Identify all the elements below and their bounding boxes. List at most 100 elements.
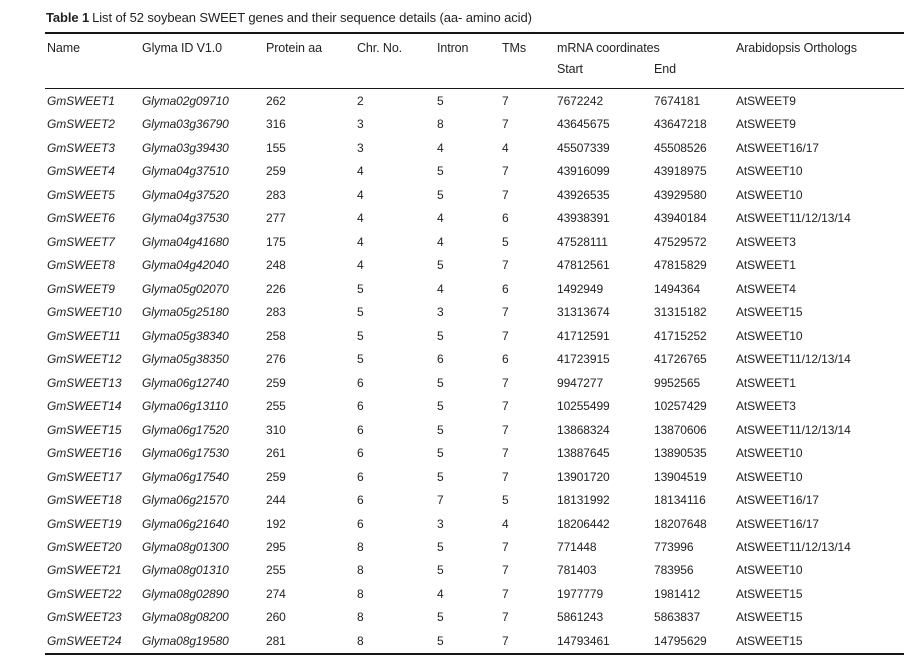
table-cell-start: 10255499 [557,399,610,414]
table-cell-protein-aa: 259 [266,469,286,484]
table-cell-start: 43645675 [557,117,610,132]
table-cell-end: 1494364 [654,281,701,296]
table-cell-tms: 6 [502,352,509,367]
table-cell-glyma-id: Glyma08g01300 [142,540,229,554]
table-cell-tms: 7 [502,563,509,578]
table-cell-chr-no: 4 [357,211,364,226]
table-cell-chr-no: 6 [357,446,364,461]
table-cell-chr-no: 6 [357,375,364,390]
table-cell-end: 7674181 [654,93,701,108]
table-cell-tms: 7 [502,422,509,437]
table-cell-end: 47815829 [654,258,707,273]
table-cell-protein-aa: 248 [266,258,286,273]
table-cell-start: 41723915 [557,352,610,367]
table-cell-protein-aa: 258 [266,328,286,343]
table-row: GmSWEET2 Glyma03g36790 316 3 8 7 43645675 43647… [45,112,904,135]
table-cell-end: 45508526 [654,140,707,155]
sweet-genes-table: Name Glyma ID V1.0 Protein aa Chr. No. I… [45,32,904,655]
table-cell-glyma-id: Glyma05g25180 [142,305,229,320]
table-cell-end: 13870606 [654,422,707,437]
table-cell-name: GmSWEET5 [47,187,115,202]
table-cell-tms: 7 [502,258,509,273]
table-cell-name: GmSWEET7 [47,234,115,249]
table-cell-orthologs: AtSWEET1 [736,375,796,390]
table-cell-orthologs: AtSWEET16/17 [736,140,819,155]
table-cell-protein-aa: 295 [266,540,286,554]
table-row: GmSWEET5 Glyma04g37520 283 4 5 7 43926535 43929… [45,183,904,206]
table-body: GmSWEET1 Glyma02g09710 262 2 5 7 7672242 767418… [45,89,904,654]
table-cell-chr-no: 6 [357,493,364,508]
table-cell-tms: 5 [502,234,509,249]
col-header-glyma-id: Glyma ID V1.0 [140,33,264,89]
table-cell-glyma-id: Glyma04g37520 [142,187,229,202]
table-cell-chr-no: 8 [357,633,364,648]
table-row: GmSWEET23 Glyma08g08200 260 8 5 7 5861243 58638… [45,606,904,629]
table-cell-end: 31315182 [654,305,707,320]
table-cell-glyma-id: Glyma05g38340 [142,328,229,343]
table-cell-glyma-id: Glyma04g41680 [142,234,229,249]
table-cell-protein-aa: 260 [266,610,286,625]
table-cell-chr-no: 6 [357,422,364,437]
table-row: GmSWEET4 Glyma04g37510 259 4 5 7 43916099 43918… [45,159,904,182]
table-cell-chr-no: 2 [357,93,364,108]
table-cell-name: GmSWEET9 [47,281,115,296]
table-cell-tms: 7 [502,446,509,461]
table-cell-intron: 5 [437,93,444,108]
table-cell-glyma-id: Glyma03g36790 [142,117,229,132]
table-cell-end: 1981412 [654,586,701,601]
table-cell-tms: 5 [502,493,509,508]
col-header-name: Name [45,33,140,89]
table-cell-end: 5863837 [654,610,701,625]
table-cell-start: 13868324 [557,422,610,437]
table-cell-intron: 3 [437,516,444,531]
header-row-sub: Start End [45,59,904,89]
table-cell-chr-no: 3 [357,140,364,155]
table-cell-tms: 7 [502,164,509,179]
table-cell-glyma-id: Glyma06g21570 [142,493,229,508]
table-row: GmSWEET20 Glyma08g01300 295 8 5 7 771448 773996… [45,535,904,558]
table-cell-chr-no: 6 [357,516,364,531]
table-cell-orthologs: AtSWEET15 [736,305,803,320]
table-cell-name: GmSWEET11 [47,328,121,343]
table-cell-orthologs: AtSWEET16/17 [736,516,819,531]
table-caption: Table 1 List of 52 soybean SWEET genes an… [46,10,905,26]
table-cell-orthologs: AtSWEET11/12/13/14 [736,352,851,367]
table-cell-orthologs: AtSWEET10 [736,187,803,202]
table-cell-protein-aa: 155 [266,140,286,155]
col-header-start: Start [555,59,652,89]
table-cell-intron: 7 [437,493,444,508]
table-cell-start: 45507339 [557,140,610,155]
table-cell-intron: 5 [437,563,444,578]
table-cell-end: 47529572 [654,234,707,249]
table-header: Name Glyma ID V1.0 Protein aa Chr. No. I… [45,33,904,89]
table-cell-protein-aa: 255 [266,399,286,414]
table-cell-end: 43647218 [654,117,707,132]
table-cell-glyma-id: Glyma06g17520 [142,422,229,437]
table-cell-protein-aa: 281 [266,633,286,648]
table-cell-start: 771448 [557,540,597,554]
table-row: GmSWEET8 Glyma04g42040 248 4 5 7 47812561 47815… [45,253,904,276]
table-cell-intron: 5 [437,633,444,648]
table-cell-tms: 7 [502,633,509,648]
table-cell-start: 14793461 [557,633,610,648]
table-cell-start: 41712591 [557,328,610,343]
table-cell-glyma-id: Glyma08g02890 [142,586,229,601]
table-cell-protein-aa: 262 [266,93,286,108]
table-cell-orthologs: AtSWEET10 [736,563,803,578]
table-cell-intron: 6 [437,352,444,367]
table-cell-start: 1977779 [557,586,604,601]
table-cell-name: GmSWEET14 [47,399,122,414]
table-cell-protein-aa: 276 [266,352,286,367]
table-cell-orthologs: AtSWEET11/12/13/14 [736,422,851,437]
table-cell-start: 47812561 [557,258,610,273]
col-header-tms: TMs [500,33,555,89]
table-row: GmSWEET9 Glyma05g02070 226 5 4 6 1492949 149436… [45,277,904,300]
table-cell-intron: 4 [437,586,444,601]
table-cell-glyma-id: Glyma02g09710 [142,93,229,108]
table-cell-orthologs: AtSWEET16/17 [736,493,819,508]
header-row-main: Name Glyma ID V1.0 Protein aa Chr. No. I… [45,33,904,89]
table-cell-protein-aa: 283 [266,187,286,202]
table-cell-intron: 4 [437,211,444,226]
table-cell-chr-no: 5 [357,328,364,343]
